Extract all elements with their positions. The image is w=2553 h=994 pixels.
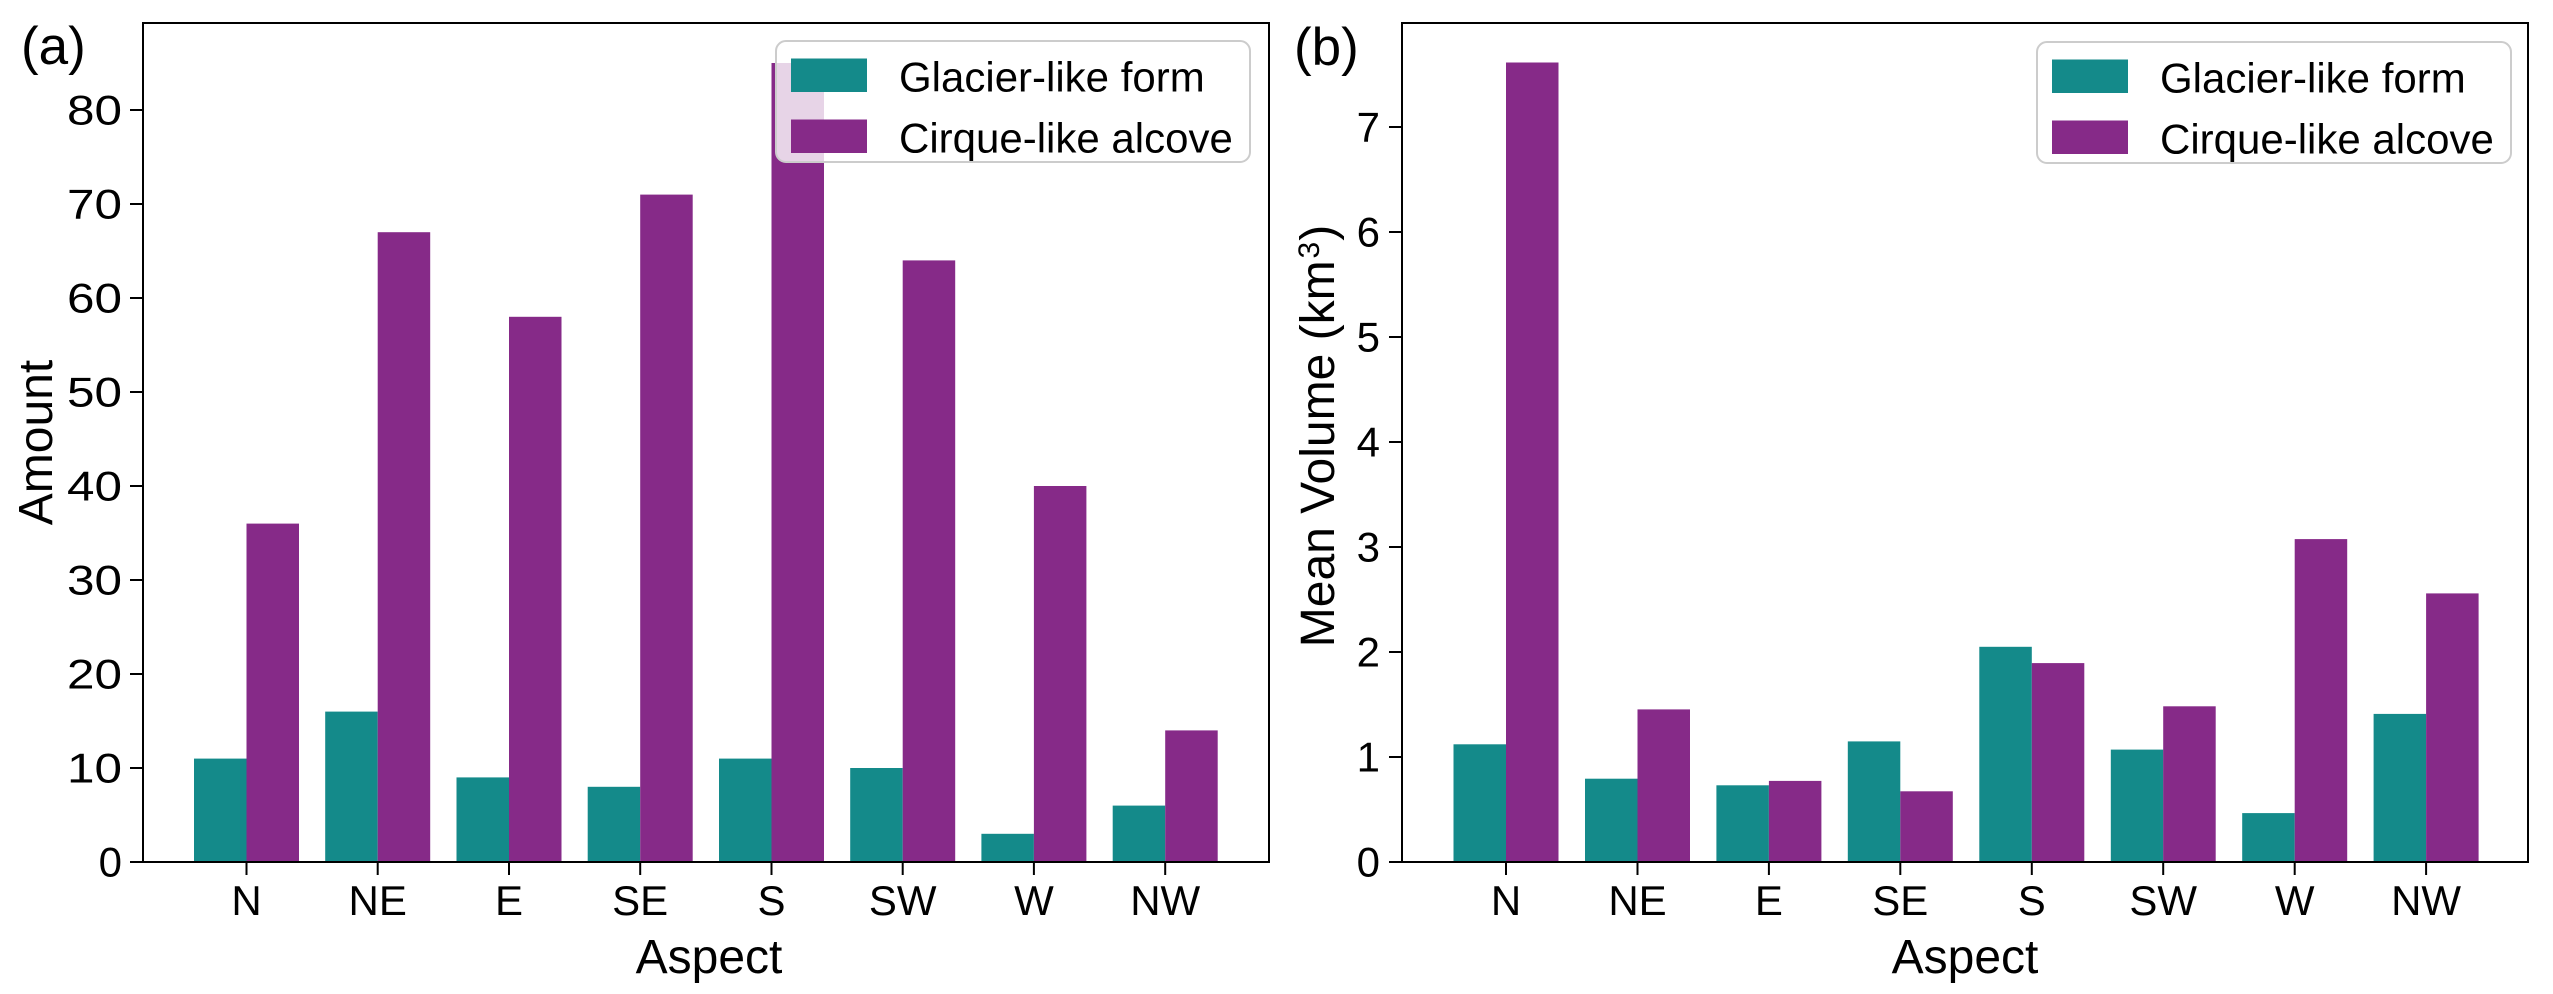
svg-text:NE: NE bbox=[1608, 877, 1666, 924]
svg-text:50: 50 bbox=[67, 369, 122, 416]
svg-text:Mean Volume (km3): Mean Volume (km3) bbox=[1292, 225, 1345, 647]
svg-text:30: 30 bbox=[67, 557, 122, 604]
svg-text:NW: NW bbox=[2391, 877, 2461, 924]
svg-text:60: 60 bbox=[67, 275, 122, 322]
svg-text:(b): (b) bbox=[1294, 18, 1359, 77]
svg-text:N: N bbox=[231, 877, 261, 924]
svg-text:SW: SW bbox=[869, 877, 937, 924]
svg-text:10: 10 bbox=[67, 745, 122, 792]
svg-text:SW: SW bbox=[2129, 877, 2197, 924]
svg-text:20: 20 bbox=[67, 651, 122, 698]
svg-text:Glacier-like form: Glacier-like form bbox=[899, 54, 1205, 101]
svg-text:Cirque-like alcove: Cirque-like alcove bbox=[899, 115, 1233, 162]
svg-text:E: E bbox=[495, 877, 523, 924]
svg-text:3: 3 bbox=[1357, 524, 1380, 571]
svg-text:Glacier-like form: Glacier-like form bbox=[2160, 55, 2466, 102]
svg-text:S: S bbox=[757, 877, 785, 924]
svg-text:40: 40 bbox=[67, 463, 122, 510]
svg-text:Amount: Amount bbox=[10, 360, 63, 525]
svg-text:1: 1 bbox=[1357, 734, 1380, 781]
svg-text:SE: SE bbox=[612, 877, 668, 924]
svg-text:E: E bbox=[1755, 877, 1783, 924]
svg-text:W: W bbox=[1014, 877, 1054, 924]
svg-text:Aspect: Aspect bbox=[1892, 931, 2039, 984]
svg-text:NE: NE bbox=[349, 877, 407, 924]
svg-text:S: S bbox=[2018, 877, 2046, 924]
svg-text:0: 0 bbox=[1357, 839, 1380, 886]
svg-text:NW: NW bbox=[1130, 877, 1200, 924]
svg-text:0: 0 bbox=[99, 839, 122, 886]
svg-text:SE: SE bbox=[1872, 877, 1928, 924]
svg-text:5: 5 bbox=[1357, 314, 1380, 361]
svg-text:2: 2 bbox=[1357, 629, 1380, 676]
svg-text:6: 6 bbox=[1357, 209, 1380, 256]
svg-text:80: 80 bbox=[67, 87, 122, 134]
svg-text:(a): (a) bbox=[21, 17, 86, 76]
svg-text:4: 4 bbox=[1357, 419, 1380, 466]
svg-text:Cirque-like alcove: Cirque-like alcove bbox=[2160, 116, 2494, 163]
svg-text:7: 7 bbox=[1357, 104, 1380, 151]
svg-text:N: N bbox=[1491, 877, 1521, 924]
svg-text:Aspect: Aspect bbox=[636, 931, 783, 984]
svg-text:W: W bbox=[2275, 877, 2315, 924]
svg-text:70: 70 bbox=[67, 181, 122, 228]
